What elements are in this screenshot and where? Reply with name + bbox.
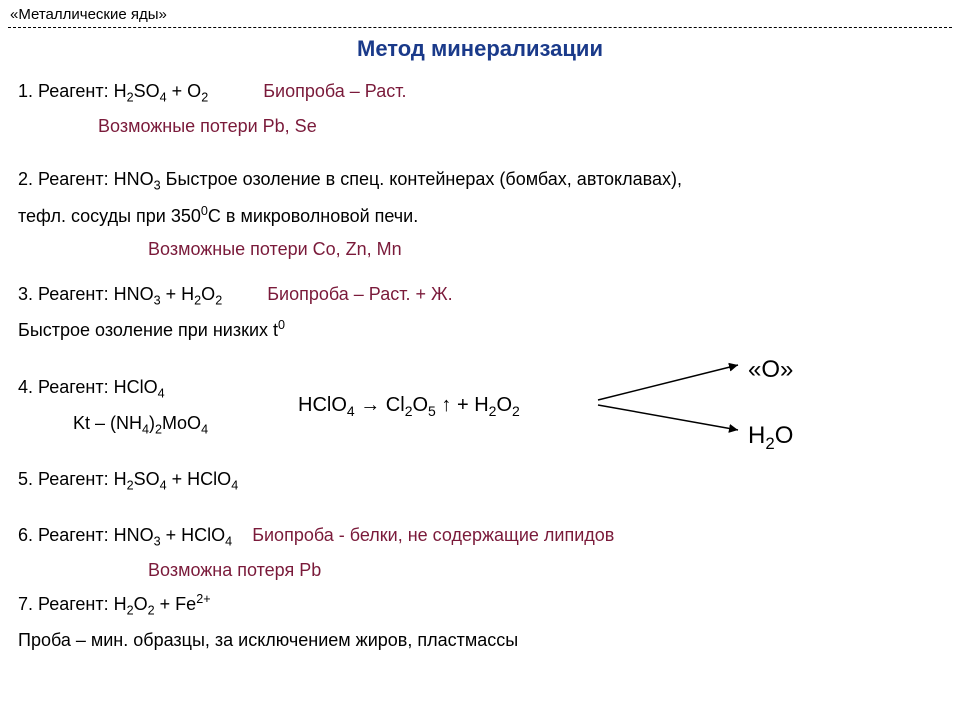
item4-h2o-h: H (748, 422, 765, 449)
branch-arrows-icon (593, 350, 753, 460)
item4-equation: HClO4 → Cl2O5 ↑ + H2O2 (298, 390, 520, 422)
item4-eq3: ↑ + H (436, 394, 489, 416)
item1-so4: SO (134, 81, 160, 101)
item4-eq2: O (412, 394, 428, 416)
item4-product-O: «O» (748, 352, 793, 388)
item4-kt: Kt – (NH (73, 413, 142, 433)
item4-reagent: 4. Реагент: HClO (18, 377, 158, 397)
item4-eq4: O (496, 394, 512, 416)
item5-plus: + HClO (167, 469, 232, 489)
item-5: 5. Реагент: H2SO4 + HClO4 (18, 466, 942, 495)
item5-so4: SO (134, 469, 160, 489)
item2-losses: Возможные потери Co, Zn, Mn (18, 236, 942, 263)
item4-eq1: HClO (298, 394, 347, 416)
item5-label: 5. Реагент: H (18, 469, 127, 489)
item1-bioprobe: Биопроба – Раст. (263, 81, 406, 101)
item-1-line1: 1. Реагент: H2SO4 + O2 Биопроба – Раст. (18, 78, 942, 107)
item3-bioprobe: Биопроба – Раст. + Ж. (267, 284, 452, 304)
item4-h2o-o: O (775, 422, 794, 449)
item4-catalyst: Kt – (NH4)2MoO4 (73, 410, 208, 439)
item-7-line2: Проба – мин. образцы, за исключением жир… (18, 627, 942, 654)
item4-product-H2O: H2O (748, 418, 793, 456)
item1-label: 1. Реагент: H (18, 81, 127, 101)
item1-plus: + O (167, 81, 202, 101)
page-title: Метод минерализации (0, 36, 960, 62)
item6-bioprobe: Биопроба - белки, не содержащие липидов (252, 525, 614, 545)
item7-label: 7. Реагент: H (18, 594, 127, 614)
item7-plus: + Fe (155, 594, 197, 614)
item1-losses: Возможные потери Pb, Se (18, 113, 942, 140)
item4-label: 4. Реагент: HClO4 (18, 374, 165, 403)
header-subject: «Металлические яды» (0, 0, 960, 27)
item7-o2: O (134, 594, 148, 614)
item3-o2: O (201, 284, 215, 304)
item2-label: 2. Реагент: HNO (18, 169, 154, 189)
item6-plus: + HClO (161, 525, 226, 545)
item6-losses: Возможна потеря Pb (18, 557, 942, 584)
item-6-line1: 6. Реагент: HNO3 + HClO4 Биопроба - белк… (18, 522, 942, 551)
item-3-line1: 3. Реагент: HNO3 + H2O2 Биопроба – Раст.… (18, 281, 942, 310)
item2-line2b: С в микроволновой печи. (208, 206, 418, 226)
content: 1. Реагент: H2SO4 + O2 Биопроба – Раст. … (0, 78, 960, 654)
item-3-line2: Быстрое озоление при низких t0 (18, 316, 942, 344)
divider (8, 27, 952, 28)
item2-tail: Быстрое озоление в спец. контейнерах (бо… (161, 169, 682, 189)
item6-label: 6. Реагент: HNO (18, 525, 154, 545)
item4-arrow: → Cl (355, 394, 405, 416)
item4-kt3: MoO (162, 413, 201, 433)
item3-label: 3. Реагент: HNO (18, 284, 154, 304)
item-2-line2: тефл. сосуды при 3500С в микроволновой п… (18, 202, 942, 230)
item-2-line1: 2. Реагент: HNO3 Быстрое озоление в спец… (18, 166, 942, 195)
item-7-line1: 7. Реагент: H2O2 + Fe2+ (18, 590, 942, 620)
item3-plus: + H (161, 284, 195, 304)
item3-line2: Быстрое озоление при низких t (18, 320, 278, 340)
item2-line2a: тефл. сосуды при 350 (18, 206, 201, 226)
item-4-block: 4. Реагент: HClO4 Kt – (NH4)2MoO4 HClO4 … (18, 350, 942, 460)
